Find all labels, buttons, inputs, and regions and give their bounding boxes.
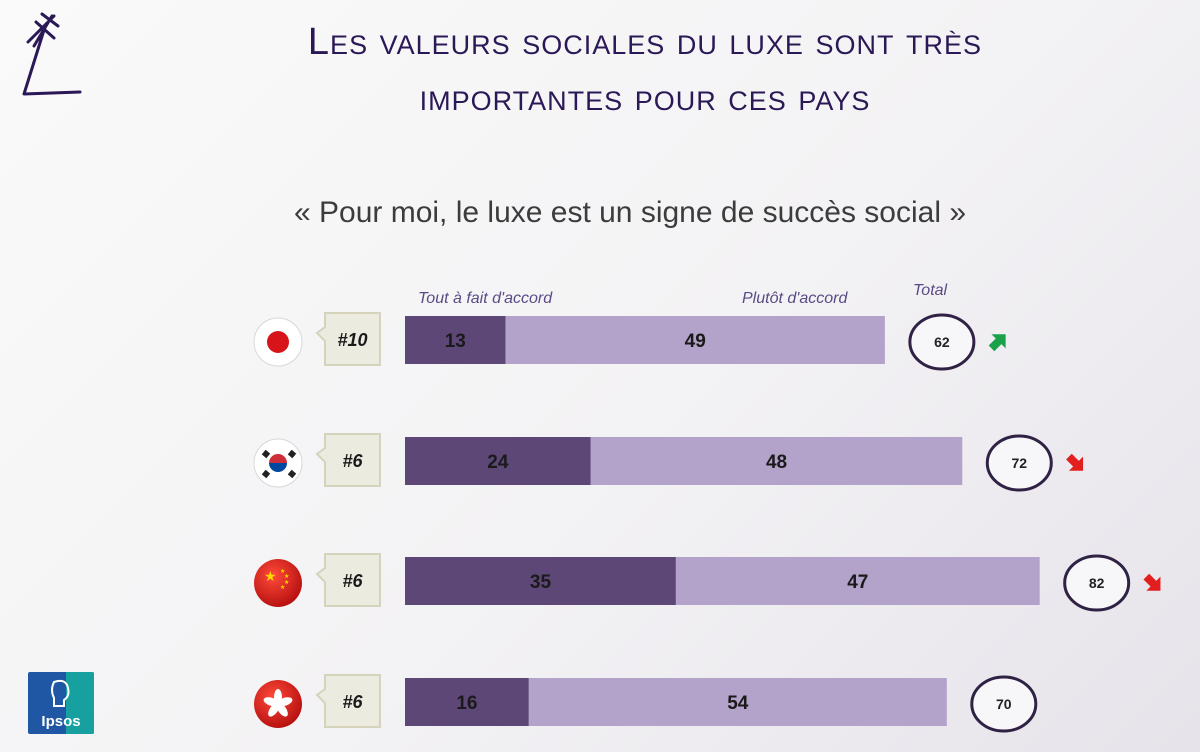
ipsos-head-icon [51,679,70,707]
bar-value-label: 35 [530,572,552,593]
total-value-label: 70 [996,696,1012,712]
rank-badge [315,312,381,366]
page-title: Les valeurs sociales du luxe sont très i… [150,14,1140,126]
bar-segment-tout-a-fait [405,557,676,605]
bar-value-label: 47 [847,572,868,593]
rank-badge [315,433,381,487]
bar-segment-plutot [590,437,963,485]
rank-label: #6 [342,451,363,471]
japan-flag-disc [267,331,289,353]
china-flag-small-star: ★ [280,584,285,591]
title-line-1: Les valeurs sociales du luxe sont très [307,21,983,63]
china-flag-small-star: ★ [280,568,285,575]
bar-value-label: 16 [456,693,477,714]
total-circle [985,434,1053,492]
ipsos-logo-accent [66,672,94,734]
rank-label: #10 [337,330,367,350]
bar-segment-plutot [528,678,947,726]
china-flag-icon [254,559,302,607]
rank-badge [315,553,381,607]
total-circle [1063,554,1131,612]
bar-segment-tout-a-fait [405,678,529,726]
bar-value-label: 49 [685,331,706,352]
bar-segment-plutot [505,316,885,364]
bauhinia-petal [263,697,280,707]
trend-up-arrow-icon [988,334,1006,352]
trigram-mark [261,449,271,459]
total-value-label: 72 [1011,455,1027,471]
bauhinia-petal [268,702,280,717]
arrow-shape [1143,573,1161,591]
trigram-mark [287,449,297,459]
china-flag-star: ★ [264,569,277,585]
legend-series-1: Tout à fait d'accord [418,290,553,307]
arrow-shape [988,334,1006,352]
bar-segment-plutot [675,557,1040,605]
legend-total: Total [913,282,948,299]
bar-value-label: 13 [445,331,466,352]
china-flag-small-star: ★ [284,573,289,580]
bar-value-label: 54 [727,693,749,714]
star-figure-icon [22,12,82,96]
rank-badge [315,674,381,728]
taegeuk-top [269,454,287,463]
arrow-shape [1066,453,1084,471]
bar-value-label: 48 [766,452,787,473]
rank-label: #6 [342,692,363,712]
bar-segment-tout-a-fait [405,316,506,364]
legend-series-2: Plutôt d'accord [742,290,848,307]
china-flag-small-star: ★ [284,579,289,586]
trend-down-arrow-icon [1066,453,1084,471]
total-circle [908,313,976,371]
total-value-label: 82 [1089,575,1105,591]
title-line-2: importantes pour ces pays [419,77,871,119]
taegeuk-bottom [269,463,287,472]
chart-subtitle: « Pour moi, le luxe est un signe de succ… [293,196,967,229]
rank-label: #6 [342,571,363,591]
ipsos-logo-text: Ipsos [41,713,81,730]
bar-segment-tout-a-fait [405,437,591,485]
trigram-mark [261,469,271,479]
trigram-mark [287,469,297,479]
trend-down-arrow-icon [1143,573,1161,591]
bar-value-label: 24 [487,452,509,473]
total-circle [970,675,1038,733]
ipsos-logo: Ipsos [28,672,94,734]
total-value-label: 62 [934,334,950,350]
